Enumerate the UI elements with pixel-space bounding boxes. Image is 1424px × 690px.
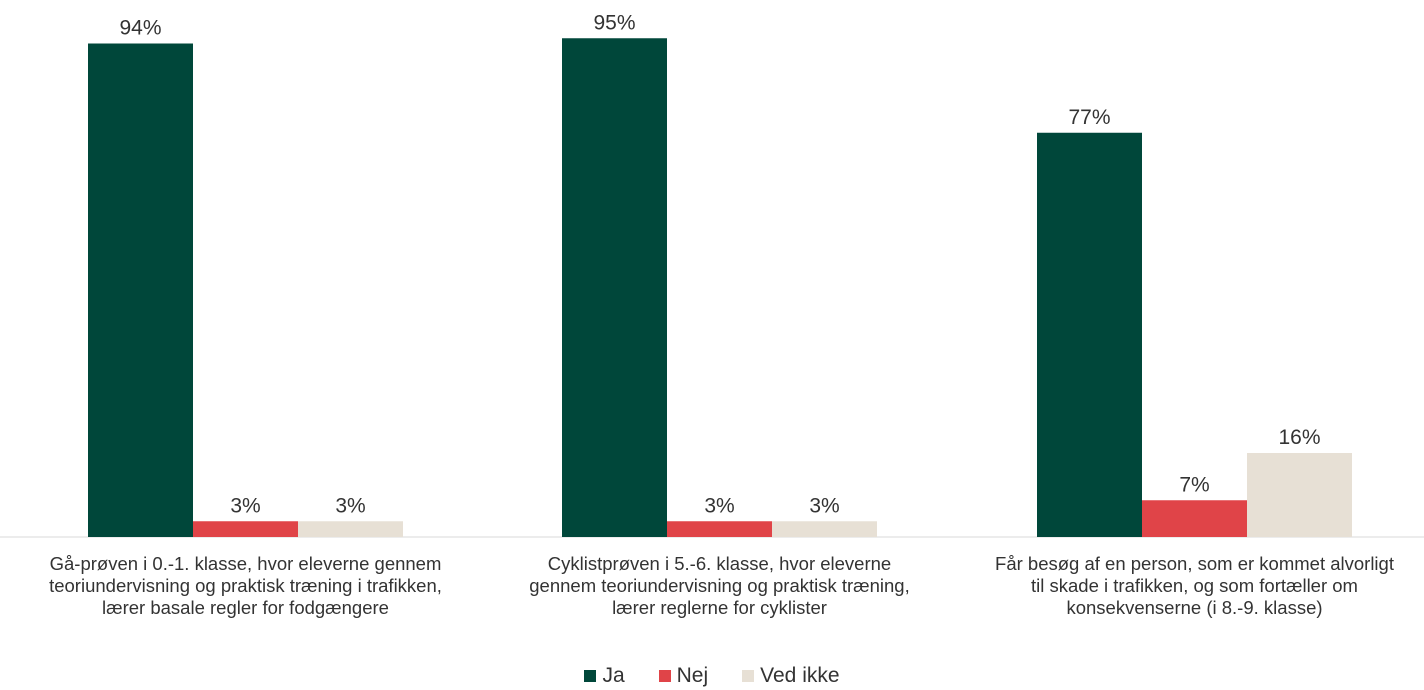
bar-ja-2 [562, 38, 667, 537]
category-label-line: til skade i trafikken, og som fortæller … [1031, 575, 1358, 596]
legend-swatch-ja [584, 670, 597, 682]
category-label-line: konsekvenserne (i 8.-9. klasse) [1066, 597, 1323, 618]
category-label-2: Cyklistprøven i 5.-6. klasse, hvor eleve… [485, 553, 955, 619]
bar-ja-3 [1037, 132, 1142, 537]
category-label-line: Cyklistprøven i 5.-6. klasse, hvor eleve… [547, 553, 892, 574]
bar-nej-1 [193, 521, 298, 537]
legend-swatch-nej [658, 670, 671, 682]
bar-nej-3 [1142, 500, 1247, 537]
bar-nej-2 [667, 521, 772, 537]
legend-label-nej: Nej [676, 664, 709, 687]
bar-ved-ikke-2 [772, 521, 877, 537]
data-label-ved-ikke-1: 3% [335, 494, 365, 517]
legend-item-nej: Nej [658, 664, 709, 688]
data-label-nej-2: 3% [704, 494, 734, 517]
data-label-nej-3: 7% [1179, 473, 1209, 496]
data-label-ja-2: 95% [593, 11, 635, 34]
data-label-ved-ikke-3: 16% [1278, 426, 1320, 449]
category-label-line: Gå-prøven i 0.-1. klasse, hvor eleverne … [49, 553, 442, 574]
category-label-1: Gå-prøven i 0.-1. klasse, hvor eleverne … [11, 553, 481, 619]
legend: Ja Nej Ved ikke [0, 664, 1424, 688]
category-label-line: teoriundervisning og praktisk træning i … [49, 575, 442, 596]
legend-item-ja: Ja [584, 664, 625, 688]
legend-label-ved-ikke: Ved ikke [760, 664, 840, 687]
category-label-3: Får besøg af en person, som er kommet al… [960, 553, 1424, 619]
legend-item-ved-ikke: Ved ikke [742, 664, 840, 688]
bar-ved-ikke-1 [298, 521, 403, 537]
data-label-ja-3: 77% [1068, 106, 1110, 129]
legend-swatch-ved-ikke [742, 670, 755, 682]
category-label-line: Får besøg af en person, som er kommet al… [995, 553, 1394, 574]
category-label-line: gennem teoriundervisning og praktisk træ… [529, 575, 910, 596]
data-label-ved-ikke-2: 3% [809, 494, 839, 517]
legend-label-ja: Ja [602, 664, 625, 687]
bar-ved-ikke-3 [1247, 453, 1352, 537]
bar-ja-1 [88, 43, 193, 537]
data-label-ja-1: 94% [119, 17, 161, 40]
category-label-line: lærer reglerne for cyklister [612, 597, 827, 618]
data-label-nej-1: 3% [230, 494, 260, 517]
category-label-line: lærer basale regler for fodgængere [102, 597, 389, 618]
